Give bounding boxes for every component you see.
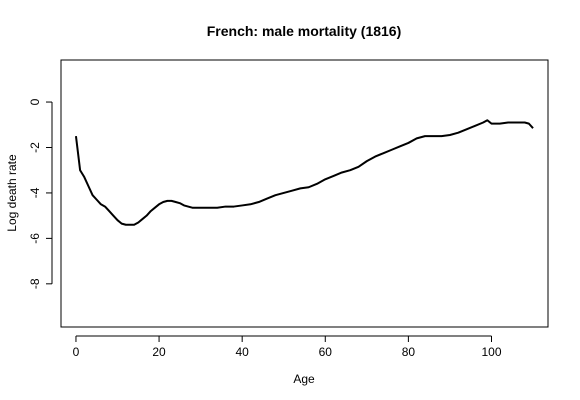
x-axis-label: Age [293, 372, 315, 386]
y-axis: 0 -2 -4 -6 -8 [28, 98, 53, 289]
x-tick-label: 60 [319, 345, 333, 359]
plot-frame [60, 59, 549, 328]
y-tick-label: -8 [28, 278, 42, 289]
x-tick-label: 0 [73, 345, 80, 359]
x-tick-label: 100 [481, 345, 501, 359]
x-tick-label: 80 [402, 345, 416, 359]
x-axis: 0 20 40 60 80 100 [73, 335, 502, 359]
x-tick-label: 20 [152, 345, 166, 359]
x-tick-label: 40 [235, 345, 249, 359]
y-tick-label: -6 [28, 233, 42, 244]
series-line [74, 119, 534, 226]
y-tick-label: 0 [28, 98, 42, 105]
y-axis-label: Log death rate [5, 154, 19, 232]
y-tick-label: -4 [28, 187, 42, 198]
y-tick-label: -2 [28, 142, 42, 153]
chart-title: French: male mortality (1816) [207, 23, 402, 39]
